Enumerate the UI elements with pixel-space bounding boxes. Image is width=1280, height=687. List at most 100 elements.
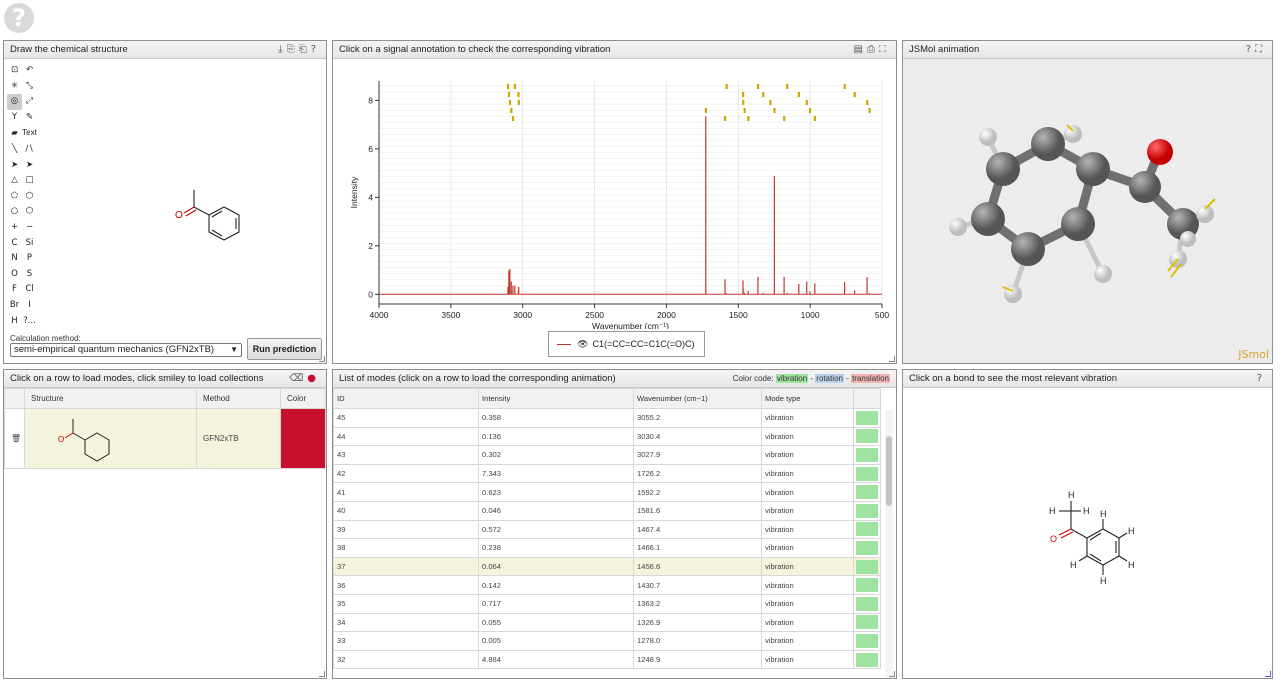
tool-button[interactable]: P [26, 253, 33, 264]
id-cell: 45 [333, 408, 479, 428]
table-row[interactable]: 36 0.142 1430.7 vibration [333, 575, 881, 595]
molecule-drawing[interactable]: O [154, 161, 254, 241]
color-swatch[interactable] [280, 408, 326, 469]
tool-button[interactable]: ✳ [10, 80, 19, 91]
id-cell: 41 [333, 482, 479, 502]
table-row[interactable]: 🗑 O GFN2xTB [4, 408, 326, 469]
tool-button[interactable]: N [11, 253, 18, 264]
tool-button[interactable]: ⤡ [26, 80, 33, 91]
table-row[interactable]: 40 0.046 1581.6 vibration [333, 500, 881, 521]
tool-button[interactable]: ⤢ [26, 96, 33, 107]
scroll-thumb[interactable] [886, 436, 892, 506]
tool-button[interactable]: C [11, 237, 18, 248]
print-icon[interactable]: ⎙ [867, 44, 879, 55]
tool-button[interactable]: ➤ [10, 159, 19, 170]
help-icon[interactable]: ? [1256, 373, 1266, 384]
tool-button[interactable]: ⬠ [10, 190, 19, 201]
tool-button[interactable]: ➤ [25, 159, 34, 170]
help-circle-icon[interactable]: ? [4, 3, 34, 33]
modes-panel: List of modes (click on a row to load th… [332, 369, 897, 679]
tool-button[interactable]: I [28, 299, 31, 310]
color-header [853, 388, 881, 409]
hydrogen-label: H [1100, 576, 1107, 586]
resize-handle[interactable] [889, 671, 895, 677]
modes-table-wrap[interactable]: ID Intensity Wavenumber (cm−1) Mode type… [333, 388, 881, 670]
tool-button[interactable]: F [12, 284, 17, 295]
table-row[interactable]: 45 0.358 3055.2 vibration [333, 408, 881, 428]
wavenumber-header[interactable]: Wavenumber (cm−1) [633, 388, 762, 409]
resize-handle[interactable] [889, 356, 895, 362]
help-icon[interactable]: ? [310, 44, 320, 55]
tool-button[interactable]: □ [25, 175, 34, 186]
trash-icon[interactable]: 🗑 [11, 434, 22, 443]
method-cell[interactable]: GFN2xTB [196, 408, 281, 469]
tool-button[interactable]: − [25, 221, 34, 232]
mode-color-cell [853, 463, 881, 484]
tool-button[interactable]: ▰ [11, 128, 18, 139]
scrollbar[interactable] [885, 410, 893, 678]
tool-button[interactable]: + [10, 221, 19, 232]
tool-button[interactable]: ?... [23, 315, 36, 326]
jsmol-viewer[interactable]: JSmol [903, 59, 1272, 363]
tool-button[interactable]: ⬡ [25, 206, 34, 217]
tool-button[interactable]: ○ [10, 206, 19, 217]
intensity-header[interactable]: Intensity [478, 388, 634, 409]
tool-button[interactable]: O [11, 268, 18, 279]
eraser-icon[interactable]: ⌫ [289, 373, 308, 384]
tool-button[interactable]: Cl [25, 284, 34, 295]
tool-button[interactable]: Text [22, 128, 37, 138]
intensity-cell: 0.358 [478, 408, 634, 428]
tool-button[interactable]: H [11, 315, 18, 326]
table-row[interactable]: 37 0.064 1456.6 vibration [333, 556, 881, 577]
tool-button[interactable]: Y [11, 111, 18, 122]
tool-button[interactable]: △ [11, 175, 18, 186]
table-row[interactable]: 34 0.055 1326.9 vibration [333, 612, 881, 633]
paste-icon[interactable]: ⎗ [298, 44, 311, 55]
ir-spectrum-chart[interactable]: 4000 3500 3000 2500 2000 1500 1000 500 0 2 4 6 8 Wave… [333, 59, 896, 329]
table-row[interactable]: 32 4.884 1248.9 vibration [333, 649, 881, 670]
table-row[interactable]: 41 0.623 1592.2 vibration [333, 482, 881, 502]
tool-button[interactable]: ◎ [7, 94, 22, 110]
fullscreen-icon[interactable]: ⛶ [1255, 44, 1266, 55]
run-prediction-button[interactable]: Run prediction [247, 338, 322, 360]
help-icon[interactable]: ? [1245, 44, 1255, 55]
table-row[interactable]: 42 7.343 1726.2 vibration [333, 463, 881, 484]
vibration-swatch [856, 485, 878, 500]
table-row[interactable]: 35 0.717 1363.2 vibration [333, 593, 881, 614]
tool-button[interactable]: Br [9, 299, 20, 310]
table-row[interactable]: 39 0.572 1467.4 vibration [333, 519, 881, 540]
tool-button[interactable]: S [26, 268, 33, 279]
delete-cell[interactable]: 🗑 [4, 408, 25, 469]
panel-title: Click on a row to load modes, click smil… [4, 370, 326, 388]
id-header[interactable]: ID [333, 388, 479, 409]
calc-method-select[interactable]: semi-empirical quantum mechanics (GFN2xT… [10, 343, 242, 357]
table-row[interactable]: 43 0.302 3027.9 vibration [333, 445, 881, 465]
fullscreen-icon[interactable]: ⛶ [879, 44, 890, 55]
peak-annotation [513, 84, 516, 89]
tool-button[interactable]: ↶ [25, 65, 34, 75]
eye-icon[interactable]: 👁 [577, 339, 589, 349]
table-row[interactable]: 44 0.136 3030.4 vibration [333, 426, 881, 447]
structure-cell[interactable]: O [24, 408, 197, 469]
tool-button[interactable]: ✎ [25, 111, 34, 122]
peak-annotation [511, 116, 515, 121]
tool-button[interactable]: Si [25, 237, 34, 248]
table-row[interactable]: 33 0.005 1278.0 vibration [333, 631, 881, 651]
resize-handle[interactable] [319, 356, 325, 362]
resize-handle[interactable] [1265, 671, 1271, 677]
tool-button[interactable]: ∕∖ [25, 143, 34, 154]
vibration-swatch [856, 615, 878, 630]
smiley-icon[interactable]: ● [307, 373, 320, 384]
tool-button[interactable]: ╲ [11, 143, 18, 154]
table-row[interactable]: 38 0.238 1466.1 vibration [333, 538, 881, 558]
chart-legend[interactable]: 👁 C1(=CC=CC=C1C(=O)C) [548, 331, 705, 357]
molecule-bond-drawing[interactable]: H H H H H H H H O [1023, 465, 1153, 595]
download-icon[interactable]: ⤓ [278, 44, 287, 55]
export-icon[interactable]: ▤ [853, 44, 867, 55]
tool-button[interactable]: ⬡ [25, 190, 34, 201]
resize-handle[interactable] [319, 671, 325, 677]
tool-button[interactable]: ⊡ [10, 65, 19, 75]
copy-icon[interactable]: ⎘ [286, 44, 299, 55]
mode-type-header[interactable]: Mode type [761, 388, 854, 409]
molecule-3d-render[interactable] [903, 59, 1272, 363]
